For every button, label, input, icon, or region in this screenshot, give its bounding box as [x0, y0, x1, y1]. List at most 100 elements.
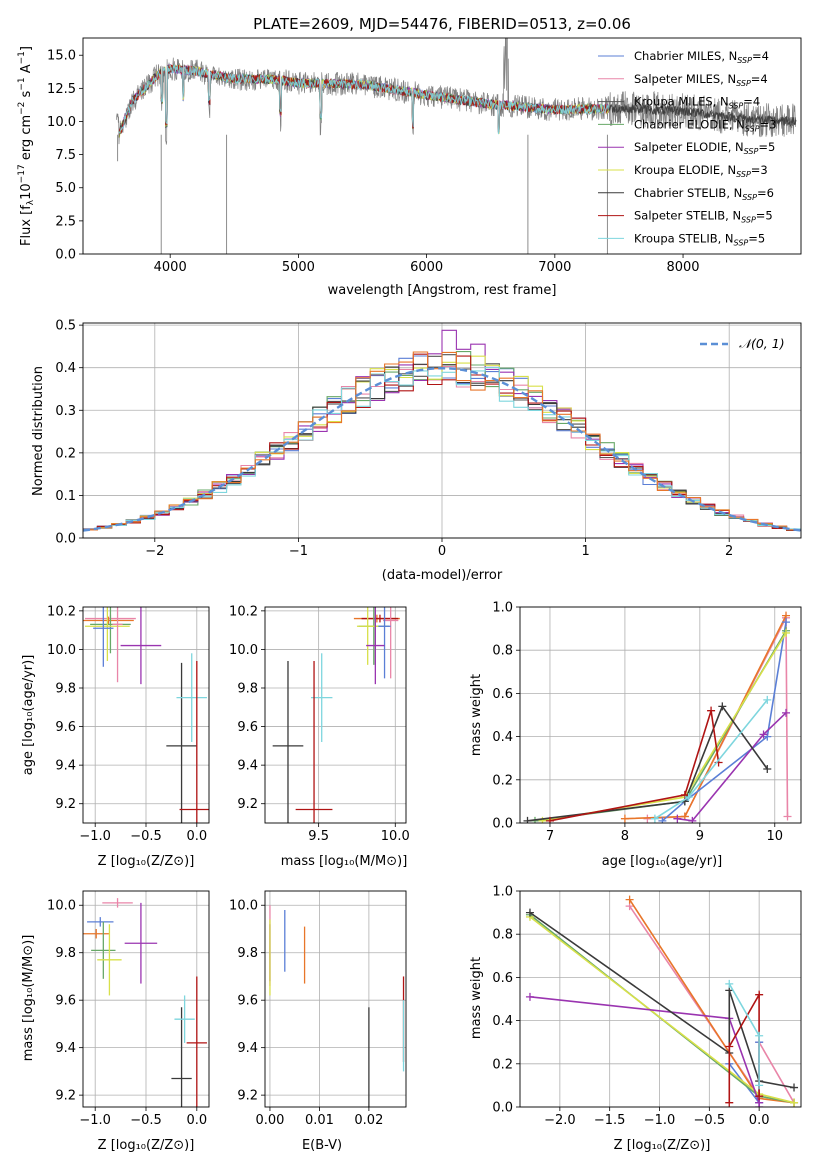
x-tick-label: −1.0	[644, 1113, 676, 1128]
weight-marker	[755, 1081, 764, 1090]
weight-marker	[688, 816, 697, 823]
y-tick-label: 0.2	[492, 773, 513, 788]
legend-label: Chabrier MILES, NSSP=4	[634, 49, 769, 65]
weight-marker	[673, 814, 682, 823]
weight-marker	[725, 1098, 734, 1107]
plot-area	[115, 38, 797, 254]
x-tick-label: −0.5	[130, 829, 162, 844]
x-tick-label: 0.0	[186, 829, 207, 844]
y-tick-label: 9.4	[55, 1041, 76, 1056]
y-tick-label: 9.8	[55, 682, 76, 697]
x-tick-label: 9.5	[308, 829, 329, 844]
y-tick-label: 0.6	[492, 971, 513, 986]
x-tick-label: 5000	[282, 260, 315, 275]
weight-marker	[755, 990, 764, 999]
weight-marker	[755, 1092, 764, 1101]
weight-marker	[725, 979, 734, 988]
x-tick-label: −1.5	[594, 1113, 626, 1128]
y-tick-label: 0.3	[55, 404, 76, 419]
axes-frame	[519, 890, 802, 1108]
axes-frame	[82, 37, 802, 255]
y-tick-label: 7.5	[55, 148, 76, 163]
y-tick-label: 9.6	[237, 994, 258, 1009]
y-tick-label: 9.4	[55, 759, 76, 774]
x-tick-label: −0.5	[130, 1113, 162, 1128]
y-tick-label: 0.0	[492, 817, 513, 832]
x-tick-label: 0	[438, 544, 446, 559]
y-tick-label: 10.0	[229, 643, 258, 658]
x-tick-label: 4000	[154, 260, 187, 275]
weight-marker	[725, 1042, 734, 1051]
y-tick-label: 9.6	[55, 720, 76, 735]
residual-histogram	[83, 366, 801, 531]
residuals-panel: −2 −1 0 1 2 0.0 0.1 0.2 0.3 0.4 0.5 𝒩(0, 1)	[55, 319, 802, 559]
age-vs-mass-panel: 9.5 10.0 9.2 9.4 9.6 9.8 10.0 10.2	[229, 604, 410, 844]
spectrum-xlabel: wavelength [Angstrom, rest frame]	[328, 283, 557, 298]
x-tick-label: 7	[546, 829, 554, 844]
plot-area	[83, 329, 801, 532]
x-tick-label: 6000	[410, 260, 443, 275]
weight-marker	[755, 1031, 764, 1040]
mass-vs-z-xlabel: Z [log₁₀(Z/Z⊙)]	[98, 1138, 195, 1153]
x-tick-label: −1	[289, 544, 308, 559]
weight-marker	[718, 702, 727, 711]
weight-series-line	[661, 621, 787, 822]
residual-histogram	[83, 329, 801, 530]
y-tick-label: 9.8	[237, 946, 258, 961]
y-tick-label: 9.2	[55, 797, 76, 812]
y-tick-label: 0.6	[492, 687, 513, 702]
legend-label: Salpeter STELIB, NSSP=5	[634, 209, 773, 225]
legend-label: Salpeter ELODIE, NSSP=5	[634, 140, 775, 156]
weight-marker	[545, 816, 554, 823]
y-tick-label: 10.0	[47, 115, 76, 130]
y-tick-label: 12.5	[47, 82, 76, 97]
weight-marker	[658, 816, 667, 823]
spectrum-title: PLATE=2609, MJD=54476, FIBERID=0513, z=0…	[253, 15, 631, 33]
y-tick-label: 10.0	[229, 899, 258, 914]
weight-series-line	[527, 704, 768, 822]
x-tick-label: 0.02	[354, 1113, 383, 1128]
x-tick-label: 0.01	[305, 1113, 334, 1128]
plot-area	[523, 611, 792, 823]
axes-frame	[82, 606, 210, 824]
x-tick-label: 0.0	[186, 1113, 207, 1128]
y-tick-label: 0.4	[55, 361, 76, 376]
y-tick-label: 10.2	[47, 604, 76, 619]
plot-area	[83, 607, 209, 823]
y-tick-label: 5.0	[55, 181, 76, 196]
legend-label: Chabrier ELODIE, NSSP=3	[634, 117, 776, 133]
y-tick-label: 9.6	[55, 994, 76, 1009]
weight-marker	[759, 730, 768, 739]
y-tick-label: 1.0	[492, 601, 513, 616]
axes-frame	[264, 606, 407, 824]
x-tick-label: 1	[581, 544, 589, 559]
age-vs-mass-xlabel: mass [log₁₀(M/M⊙)]	[281, 854, 408, 869]
weight-marker	[782, 628, 791, 637]
weight-series-line	[677, 712, 787, 822]
weight-marker	[755, 1103, 764, 1107]
weight-vs-z-panel: −2.0 −1.5 −1.0 −0.5 0.0 0.0 0.2 0.4 0.6 0.8 1.0	[492, 885, 802, 1128]
weight-vs-age-xlabel: age [log₁₀(age/yr)]	[602, 854, 723, 869]
y-tick-label: 10.0	[47, 899, 76, 914]
mass-vs-ebv-panel: 0.00 0.01 0.02 9.2 9.4 9.6 9.8 10.0	[229, 890, 407, 1128]
y-tick-label: 9.2	[55, 1089, 76, 1104]
weight-vs-age-panel: 7 8 9 10 0.0 0.2 0.4 0.6 0.8 1.0	[492, 601, 802, 844]
y-tick-label: 1.0	[492, 885, 513, 900]
weight-marker	[523, 816, 532, 823]
y-tick-label: 0.2	[55, 446, 76, 461]
y-tick-label: 0.1	[55, 489, 76, 504]
y-tick-label: 15.0	[47, 49, 76, 64]
x-tick-label: −2	[145, 544, 164, 559]
x-tick-label: −0.5	[694, 1113, 726, 1128]
x-tick-label: 2	[725, 544, 733, 559]
y-tick-label: 9.8	[55, 946, 76, 961]
weight-vs-z-ylabel: mass weight	[469, 957, 484, 1039]
weight-marker	[525, 992, 534, 1001]
legend-label: Chabrier STELIB, NSSP=6	[634, 186, 774, 202]
weight-marker	[763, 695, 772, 704]
model-spectrum	[118, 64, 797, 138]
legend-label: Kroupa ELODIE, NSSP=3	[634, 163, 768, 179]
y-tick-label: 10.0	[47, 643, 76, 658]
weight-vs-age-ylabel: mass weight	[469, 674, 484, 756]
